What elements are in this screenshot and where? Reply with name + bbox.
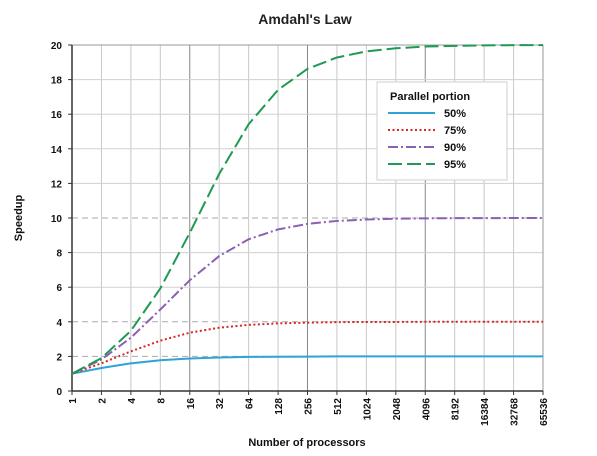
- y-tick-label: 2: [56, 352, 62, 363]
- x-tick-label: 256: [304, 398, 315, 415]
- x-tick-label: 8: [156, 398, 167, 404]
- legend-label-90pct: 90%: [444, 142, 466, 154]
- y-tick-label: 0: [56, 387, 62, 398]
- x-tick-label: 128: [274, 398, 285, 415]
- legend-items: 50% 75% 90% 95%: [388, 108, 466, 171]
- y-tick-label: 12: [51, 179, 63, 190]
- legend: Parallel portion 50% 75% 90% 95%: [376, 81, 508, 181]
- y-tick-label: 20: [51, 41, 63, 52]
- y-tick-label: 8: [56, 249, 62, 260]
- x-tick-label: 2: [97, 398, 108, 404]
- y-tick-label: 14: [51, 145, 63, 156]
- x-tick-label: 32768: [510, 398, 521, 426]
- x-axis-label: Number of processors: [248, 437, 365, 449]
- y-axis-label: Speedup: [13, 194, 25, 241]
- x-tick-label: 1: [68, 398, 79, 404]
- x-tick-label: 32: [215, 398, 226, 410]
- y-tick-label: 10: [51, 214, 63, 225]
- series-line-90pct: [71, 217, 543, 375]
- y-tick-label: 4: [56, 318, 62, 329]
- x-tick-label: 16: [186, 398, 197, 410]
- x-tick-label: 65536: [539, 398, 550, 426]
- series-lines: [71, 44, 543, 375]
- x-tick-label: 16384: [480, 398, 491, 426]
- x-tick-label: 1024: [362, 398, 373, 421]
- chart-title: Amdahl's Law: [258, 11, 352, 27]
- y-tick-label: 6: [56, 283, 62, 294]
- legend-label-75pct: 75%: [444, 125, 466, 137]
- legend-label-50pct: 50%: [444, 108, 466, 120]
- x-tick-label: 512: [333, 398, 344, 415]
- legend-label-95pct: 95%: [444, 159, 466, 171]
- series-line-50pct: [71, 355, 543, 375]
- x-tick-label: 64: [245, 398, 256, 410]
- y-tick-label: 18: [51, 76, 63, 87]
- x-tick-label: 8192: [451, 398, 462, 421]
- series-line-95pct: [71, 44, 543, 375]
- x-tick-label: 2048: [392, 398, 403, 421]
- y-tick-label: 16: [51, 110, 63, 121]
- series-line-75pct: [71, 320, 543, 375]
- legend-title: Parallel portion: [390, 91, 470, 103]
- x-tick-label: 4: [127, 398, 138, 404]
- x-tick-label: 4096: [421, 398, 432, 421]
